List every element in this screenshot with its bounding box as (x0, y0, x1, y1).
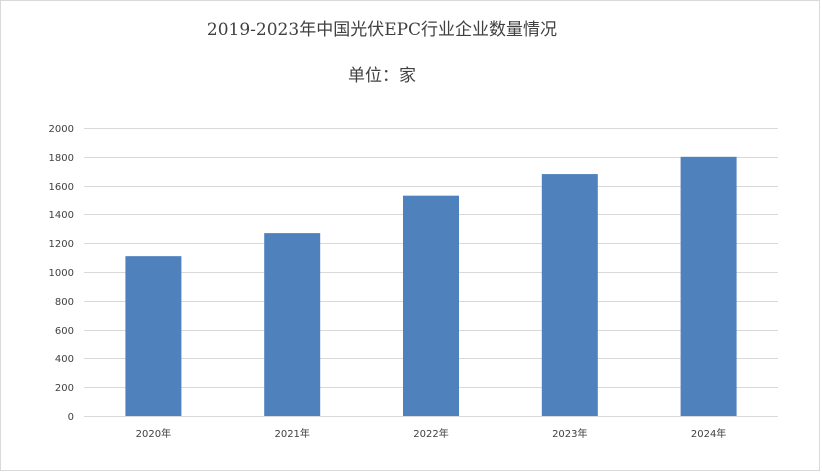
gridlines (84, 128, 778, 417)
y-tick-label: 0 (68, 412, 74, 423)
x-category-label: 2020年 (136, 427, 171, 440)
y-tick-label: 1600 (49, 182, 74, 193)
x-category-label: 2023年 (552, 427, 587, 440)
bar-2 (264, 233, 321, 416)
y-tick-label: 200 (55, 383, 74, 394)
y-tick-label: 2000 (49, 124, 74, 135)
x-category-label: 2024年 (691, 427, 726, 440)
x-category-label: 2022年 (413, 427, 448, 440)
y-axis-ticks: 0 200 400 600 800 1000 1200 1400 1600 1800 2000 (49, 124, 74, 423)
y-tick-label: 800 (55, 297, 74, 308)
x-axis-categories: 2020年 2021年 2022年 2023年 2024年 (136, 427, 727, 440)
x-category-label: 2021年 (274, 427, 309, 440)
y-tick-label: 1000 (49, 268, 74, 279)
chart-subtitle: 单位：家 (348, 66, 416, 86)
bar-1 (125, 256, 182, 416)
bar-5 (680, 156, 737, 417)
y-tick-label: 1400 (49, 210, 74, 221)
y-tick-label: 400 (55, 354, 74, 365)
bar-4 (541, 174, 598, 416)
y-tick-label: 1800 (49, 153, 74, 164)
bars (125, 156, 737, 417)
bar-3 (403, 195, 459, 416)
y-tick-label: 1200 (49, 239, 74, 250)
chart-title: 2019-2023年中国光伏EPC行业企业数量情况 (206, 20, 558, 40)
y-tick-label: 600 (55, 326, 74, 337)
